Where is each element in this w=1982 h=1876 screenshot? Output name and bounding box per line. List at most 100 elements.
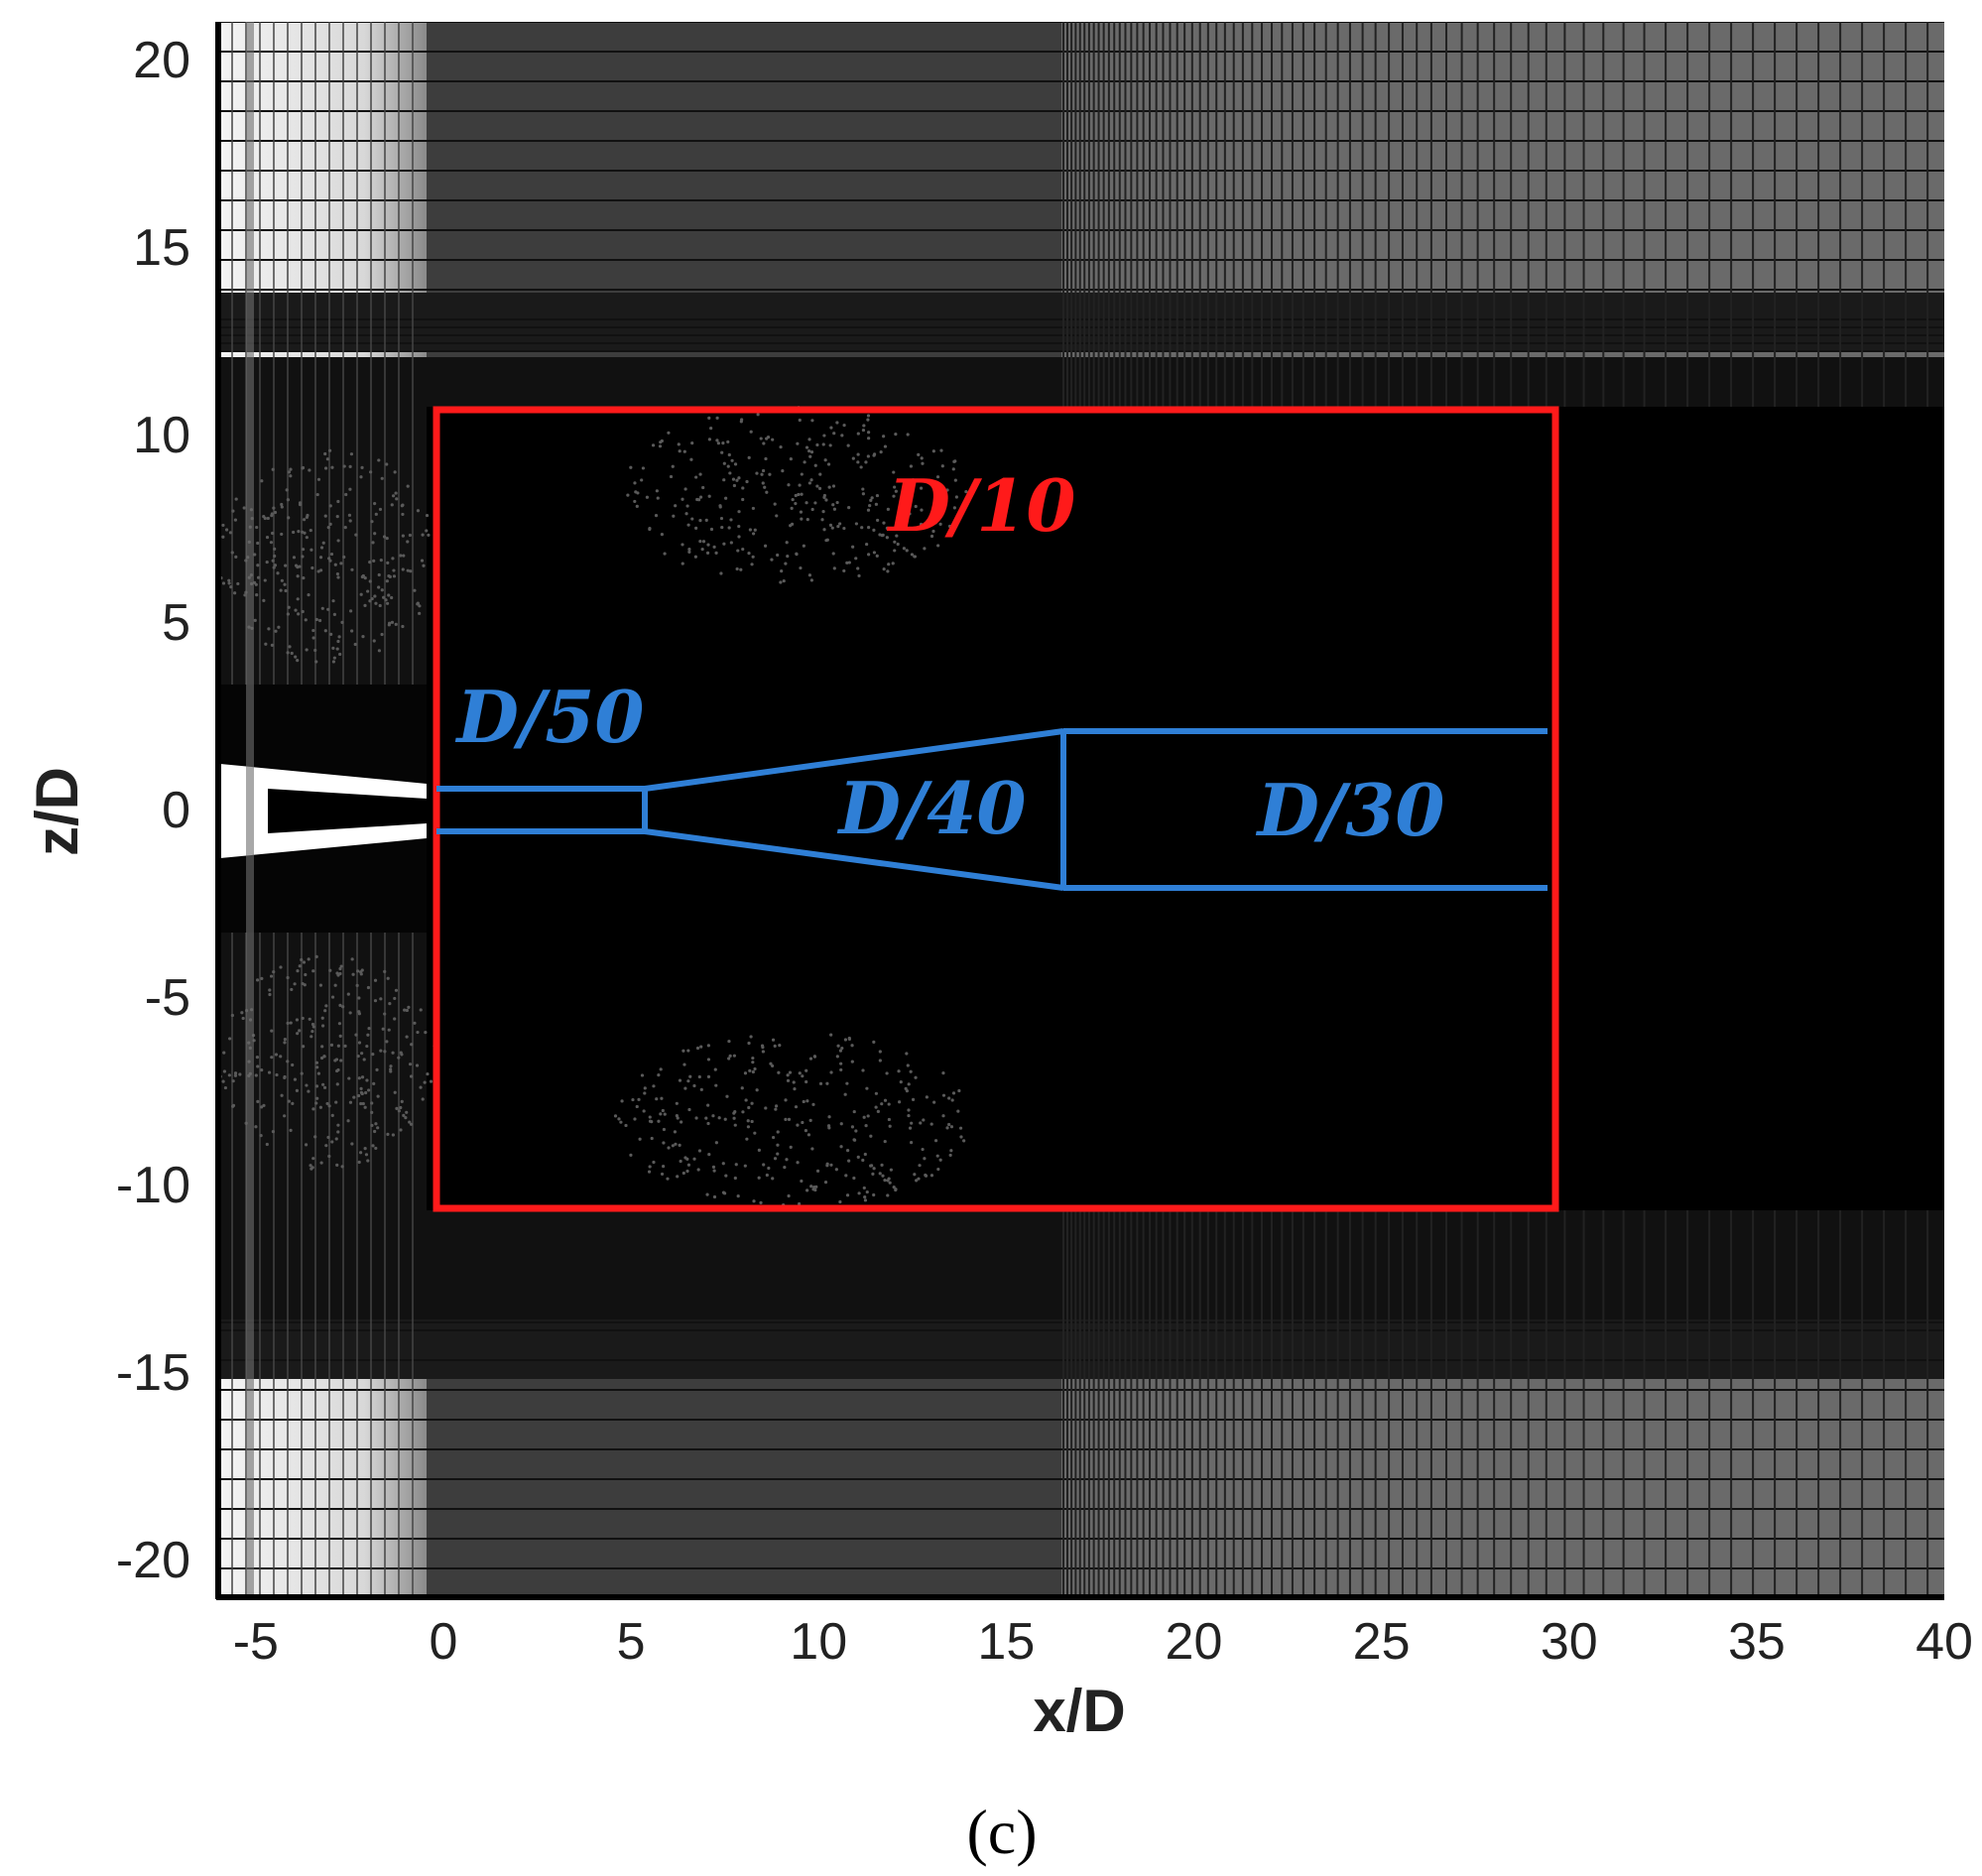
stipple-dot [372,639,376,643]
stipple-dot [815,1169,820,1173]
stipple-dot [338,971,342,976]
stipple-dot [391,557,395,561]
stipple-dot [747,455,751,459]
stipple-dot [310,1167,313,1171]
stipple-dot [862,424,866,428]
near-field-zone [436,786,648,834]
stipple-dot [655,489,659,493]
stipple-dot [764,456,768,461]
stipple-dot [253,618,257,622]
stipple-dot [388,621,392,625]
stipple-dot [413,1021,417,1025]
stipple-dot [221,535,225,539]
stipple-dot [381,1027,385,1031]
stipple-dot [671,464,675,468]
stipple-dot [323,1009,327,1013]
stipple-dot [741,1110,745,1114]
stipple-dot [748,1068,752,1072]
stipple-dot [287,470,292,474]
x-tick-label: 5 [617,1613,646,1671]
stipple-dot [385,1040,389,1044]
stipple-dot [724,496,728,500]
stipple-dot [318,568,323,572]
stipple-dot [805,1079,808,1084]
stipple-dot [391,494,396,498]
stipple-dot [686,1163,691,1167]
stipple-dot [291,1101,295,1105]
stipple-dot [735,566,739,571]
stipple-dot [307,593,310,597]
stipple-dot [657,1119,661,1123]
stipple-dot [892,494,896,498]
stipple-dot [852,1109,856,1114]
stipple-dot [301,466,305,470]
stipple-dot [832,507,837,511]
stipple-dot [358,1151,363,1155]
stipple-dot [310,1029,314,1034]
stipple-dot [350,567,354,571]
stipple-dot [941,1070,945,1075]
stipple-dot [803,460,806,464]
stipple-dot [762,1163,766,1167]
stipple-dot [733,462,738,466]
stipple-dot [637,1097,641,1101]
stipple-dot [686,1079,690,1083]
stipple-dot [340,620,344,624]
stipple-dot [286,1021,290,1026]
stipple-dot [369,470,373,474]
stipple-dot [957,1088,961,1093]
stipple-dot [872,551,877,555]
stipple-dot [648,526,652,531]
stipple-dot [831,484,836,488]
panel-label: (c) [966,1797,1037,1867]
stipple-dot [322,1085,327,1089]
stipple-dot [863,1195,867,1199]
stipple-dot [674,504,678,508]
stipple-dot [324,1004,328,1008]
stipple-dot [331,646,335,650]
stipple-dot [311,1025,315,1029]
stipple-dot [871,1172,875,1176]
stipple-dot [360,1052,364,1056]
stipple-dot [875,493,880,498]
stipple-dot [370,1101,374,1105]
stipple-dot [357,1012,362,1016]
stipple-dot [640,1073,645,1077]
stipple-dot [305,536,309,540]
stipple-dot [385,536,389,541]
stipple-dot [908,1126,913,1130]
stipple-dot [624,1123,628,1128]
stipple-dot [761,481,765,485]
x-tick-label: 20 [1166,1613,1223,1671]
stipple-dot [874,1091,878,1095]
stipple-dot [921,1147,925,1152]
stipple-dot [658,444,663,448]
stipple-dot [332,612,336,616]
stipple-dot [294,608,298,612]
stipple-dot [860,526,864,530]
stipple-dot [227,578,231,582]
stipple-dot [920,508,924,512]
stipple-dot [652,1084,656,1088]
stipple-dot [722,461,726,465]
stipple-dot [302,1045,306,1049]
stipple-dot [334,1100,338,1104]
stipple-dot [929,1174,934,1178]
stipple-dot [221,1079,225,1083]
stipple-dot [393,470,397,474]
stipple-dot [929,1122,933,1126]
stipple-dot [302,960,307,964]
stipple-dot [885,526,889,530]
stipple-dot [947,1122,951,1127]
stipple-dot [697,1149,702,1153]
stipple-dot [765,490,769,494]
stipple-dot [283,1041,287,1045]
stipple-dot [280,505,284,509]
stipple-dot [908,512,912,516]
stipple-dot [318,556,323,560]
stipple-dot [643,1091,647,1095]
x-tick-label: 0 [429,1613,457,1671]
stipple-dot [354,1033,358,1037]
stipple-dot [669,474,674,479]
stipple-dot [681,497,684,501]
